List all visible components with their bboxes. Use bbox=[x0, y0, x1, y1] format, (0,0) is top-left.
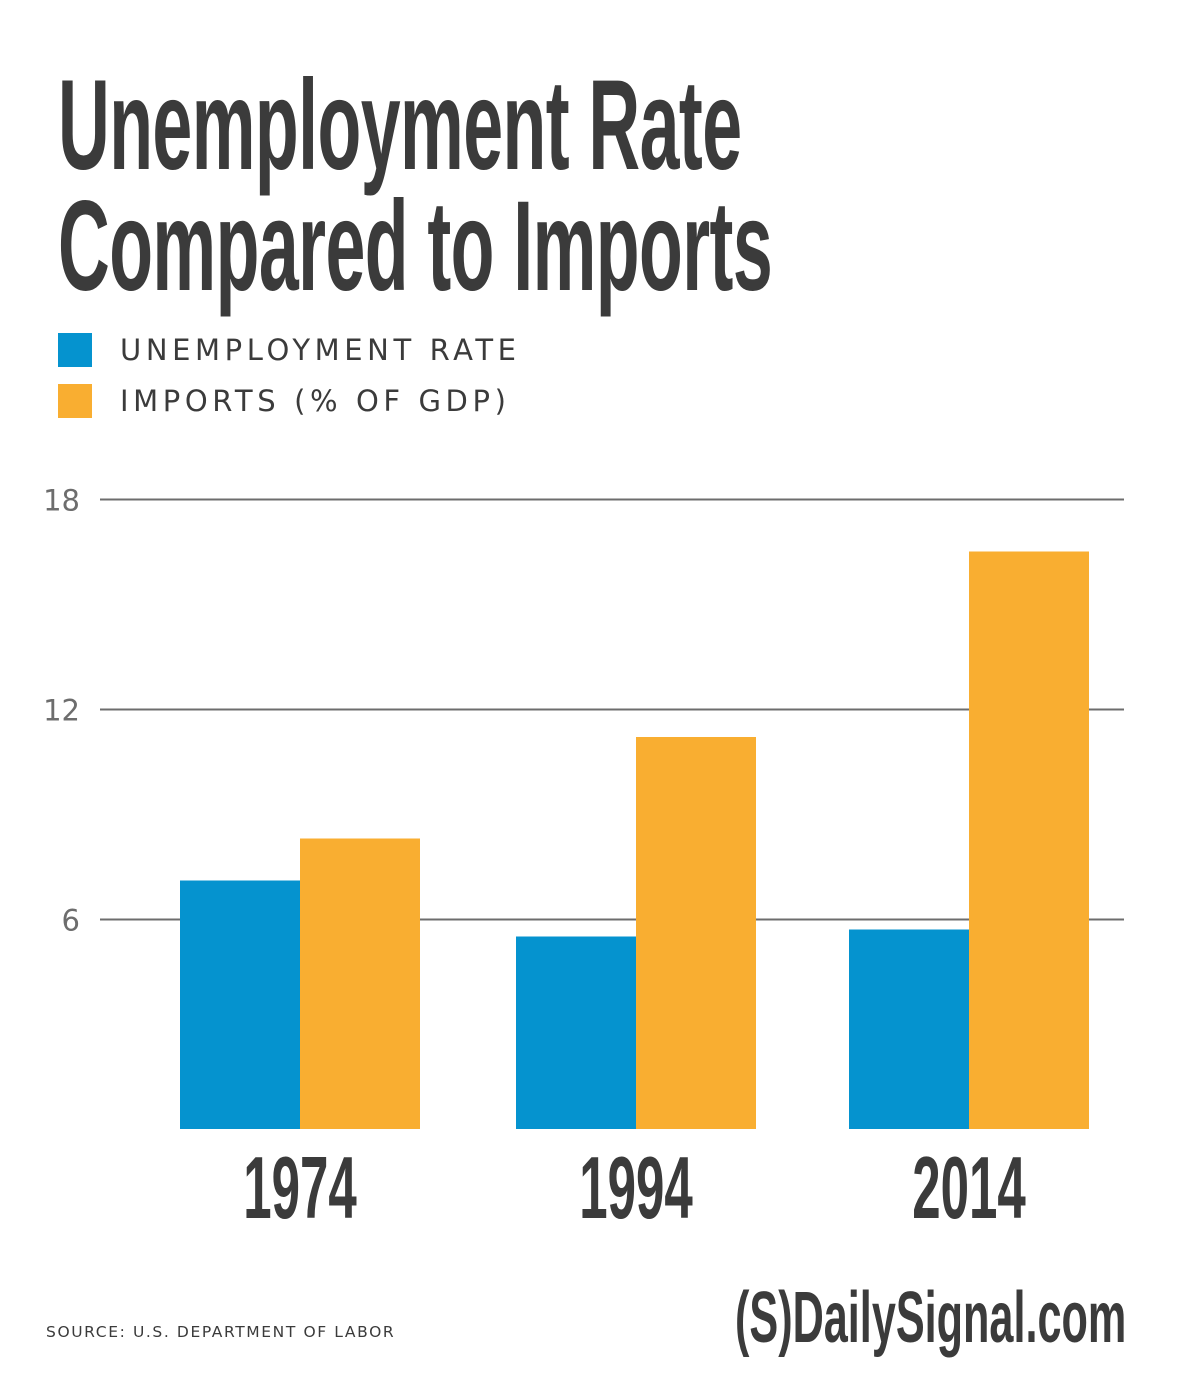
x-tick-label: 1994 bbox=[579, 1140, 693, 1238]
bar-1974-unemployment bbox=[180, 880, 300, 1129]
bar-1994-unemployment bbox=[516, 936, 636, 1129]
legend-item-unemployment: UNEMPLOYMENT RATE bbox=[58, 333, 521, 367]
y-axis-ticks: 6 12 18 bbox=[43, 484, 80, 938]
bar-1994-imports bbox=[636, 737, 756, 1129]
x-tick-label-group: 1974 bbox=[243, 1140, 357, 1238]
bar-2014-imports bbox=[969, 551, 1089, 1129]
x-tick-label: 2014 bbox=[912, 1140, 1026, 1238]
bar-1974-imports bbox=[300, 838, 420, 1129]
legend-swatch-imports-icon bbox=[58, 384, 92, 418]
x-tick-label: 1974 bbox=[243, 1140, 357, 1238]
source-note: SOURCE: U.S. DEPARTMENT OF LABOR bbox=[46, 1323, 396, 1341]
x-axis-labels: 1974 1994 2014 bbox=[243, 1140, 1026, 1238]
chart-title-line-2: Compared to Imports bbox=[58, 175, 773, 318]
legend-label-unemployment: UNEMPLOYMENT RATE bbox=[120, 333, 521, 367]
legend-label-imports: IMPORTS (% OF GDP) bbox=[120, 384, 511, 418]
chart-title-line-1: Unemployment Rate bbox=[58, 54, 742, 197]
x-tick-label-group: 2014 bbox=[912, 1140, 1026, 1238]
bars bbox=[180, 551, 1089, 1129]
daily-signal-logo: (S)DailySignal.com bbox=[735, 1278, 1127, 1358]
legend-item-imports: IMPORTS (% OF GDP) bbox=[58, 384, 511, 418]
y-tick-label: 18 bbox=[43, 484, 80, 518]
bar-2014-unemployment bbox=[849, 929, 969, 1129]
y-tick-label: 12 bbox=[43, 694, 80, 728]
legend-swatch-unemployment-icon bbox=[58, 333, 92, 367]
y-tick-label: 6 bbox=[62, 904, 80, 938]
x-tick-label-group: 1994 bbox=[579, 1140, 693, 1238]
